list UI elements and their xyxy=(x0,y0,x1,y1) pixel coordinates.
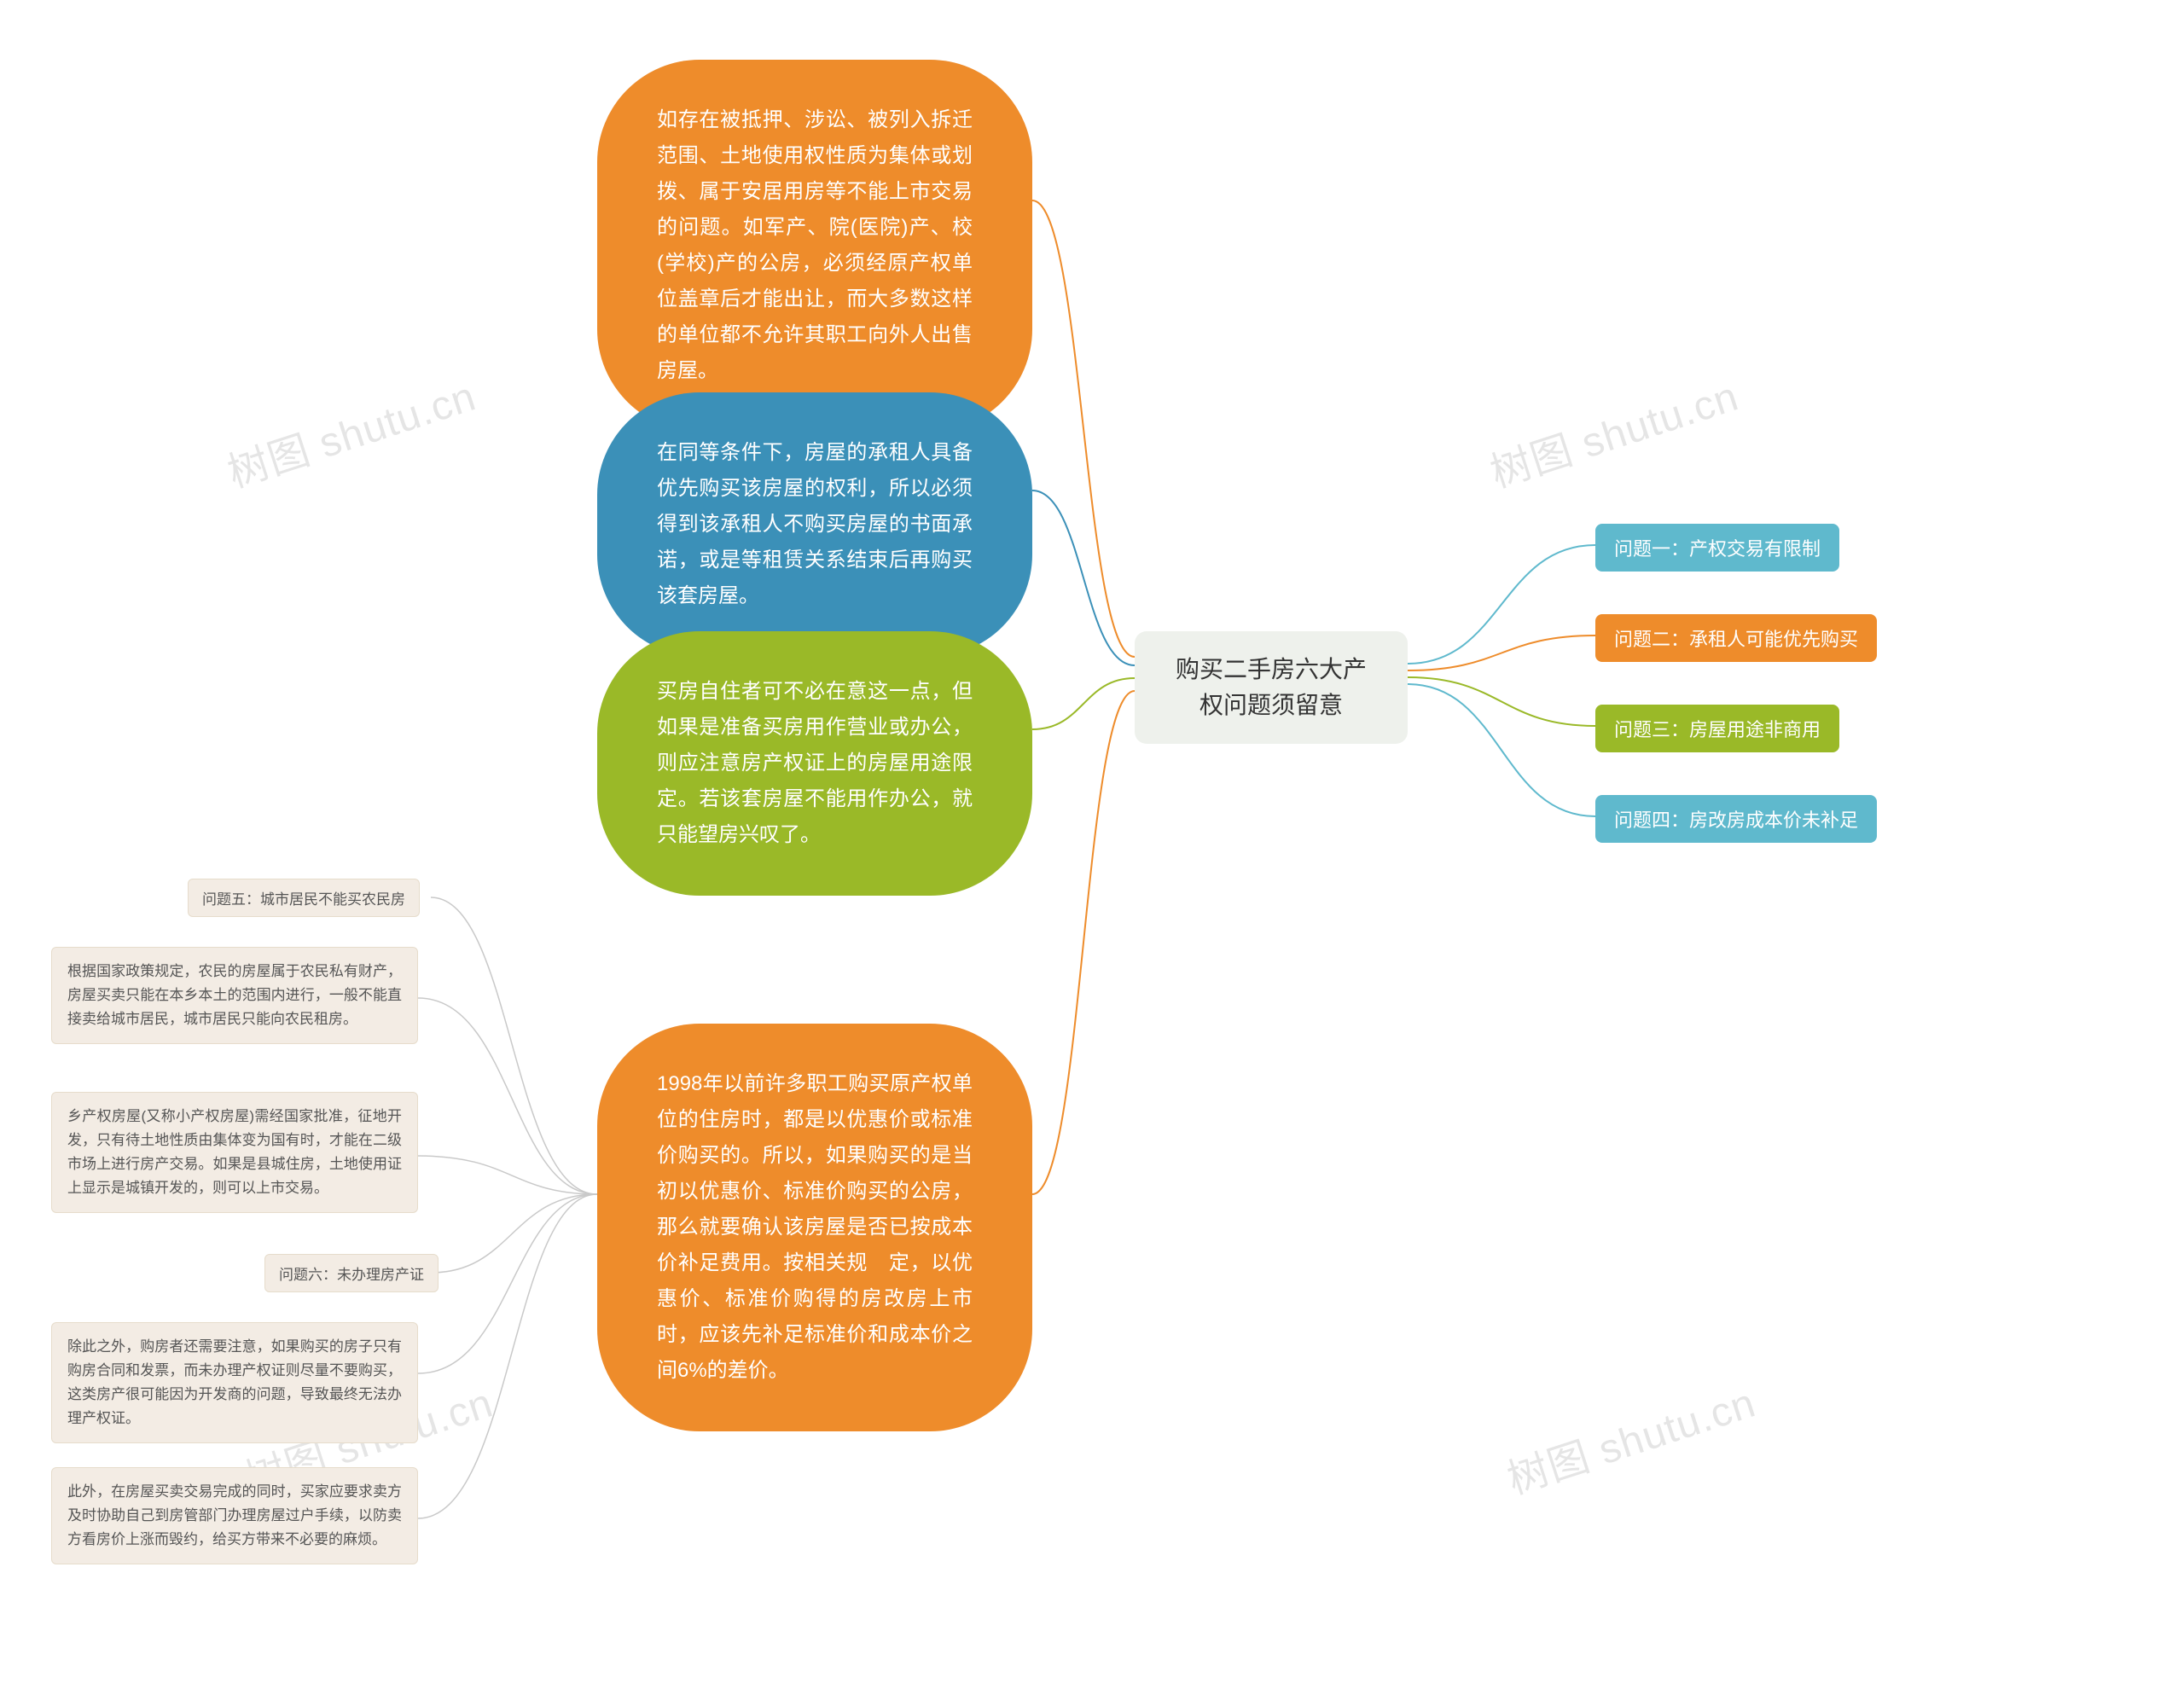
branch-issue-2[interactable]: 问题二：承租人可能优先购买 xyxy=(1595,614,1877,662)
branch-issue-1[interactable]: 问题一：产权交易有限制 xyxy=(1595,524,1839,572)
sub-issue-5-detail-1[interactable]: 根据国家政策规定，农民的房屋属于农民私有财产，房屋买卖只能在本乡本土的范围内进行… xyxy=(51,947,418,1044)
sub-issue-6-detail-1[interactable]: 除此之外，购房者还需要注意，如果购买的房子只有购房合同和发票，而未办理产权证则尽… xyxy=(51,1322,418,1443)
detail-bubble-1[interactable]: 如存在被抵押、涉讼、被列入拆迁范围、土地使用权性质为集体或划拨、属于安居用房等不… xyxy=(597,60,1032,432)
branch-issue-4[interactable]: 问题四：房改房成本价未补足 xyxy=(1595,795,1877,843)
detail-bubble-4[interactable]: 1998年以前许多职工购买原产权单位的住房时，都是以优惠价或标准价购买的。所以，… xyxy=(597,1024,1032,1431)
watermark: 树图 shutu.cn xyxy=(1482,363,1745,499)
central-topic[interactable]: 购买二手房六大产权问题须留意 xyxy=(1135,631,1408,744)
sub-issue-6-detail-2[interactable]: 此外，在房屋买卖交易完成的同时，买家应要求卖方及时协助自己到房管部门办理房屋过户… xyxy=(51,1467,418,1564)
detail-bubble-3[interactable]: 买房自住者可不必在意这一点，但如果是准备买房用作营业或办公，则应注意房产权证上的… xyxy=(597,631,1032,896)
sub-issue-5-detail-2[interactable]: 乡产权房屋(又称小产权房屋)需经国家批准，征地开发，只有待土地性质由集体变为国有… xyxy=(51,1092,418,1213)
sub-issue-5-title[interactable]: 问题五：城市居民不能买农民房 xyxy=(188,879,420,917)
watermark: 树图 shutu.cn xyxy=(219,363,483,499)
detail-bubble-2[interactable]: 在同等条件下，房屋的承租人具备优先购买该房屋的权利，所以必须得到该承租人不购买房… xyxy=(597,392,1032,657)
watermark: 树图 shutu.cn xyxy=(1499,1369,1763,1506)
branch-issue-3[interactable]: 问题三：房屋用途非商用 xyxy=(1595,705,1839,752)
sub-issue-6-title[interactable]: 问题六：未办理房产证 xyxy=(264,1254,439,1292)
